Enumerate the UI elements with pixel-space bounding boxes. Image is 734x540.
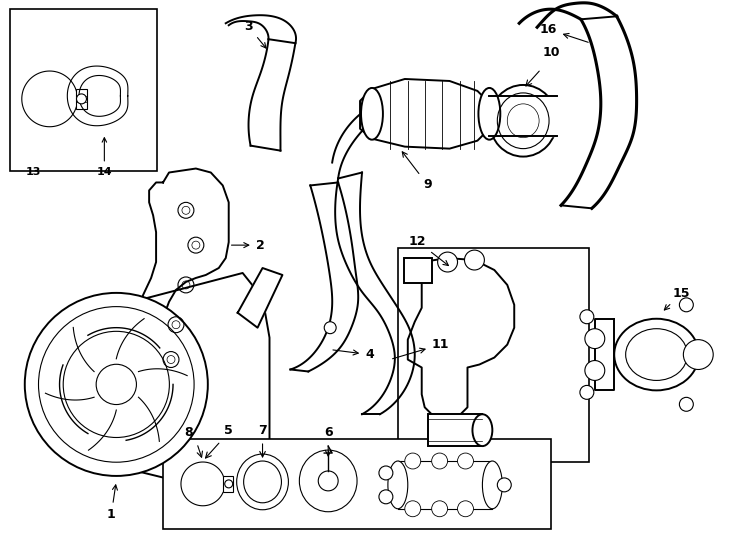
Circle shape <box>585 361 605 380</box>
Circle shape <box>324 322 336 334</box>
Polygon shape <box>291 183 358 372</box>
Polygon shape <box>398 461 493 509</box>
Circle shape <box>405 501 421 517</box>
Ellipse shape <box>482 461 502 509</box>
Bar <box>163 439 551 529</box>
Bar <box>428 414 482 446</box>
Circle shape <box>437 252 457 272</box>
Text: 4: 4 <box>333 348 374 361</box>
Text: 13: 13 <box>26 166 41 177</box>
Circle shape <box>432 453 448 469</box>
Circle shape <box>457 501 473 517</box>
Polygon shape <box>490 96 557 136</box>
Circle shape <box>457 453 473 469</box>
Circle shape <box>585 329 605 349</box>
Ellipse shape <box>479 88 501 140</box>
Polygon shape <box>137 273 269 494</box>
Polygon shape <box>561 16 636 208</box>
Polygon shape <box>595 319 614 390</box>
Text: 7: 7 <box>258 424 267 437</box>
Bar <box>10 9 157 171</box>
Circle shape <box>379 466 393 480</box>
Ellipse shape <box>473 414 493 446</box>
Text: 11: 11 <box>393 338 449 359</box>
Polygon shape <box>226 15 296 43</box>
Text: 10: 10 <box>542 46 560 59</box>
Circle shape <box>680 298 694 312</box>
Bar <box>222 476 233 492</box>
Polygon shape <box>249 39 295 151</box>
Circle shape <box>683 340 713 369</box>
Ellipse shape <box>299 450 357 512</box>
Bar <box>76 89 87 109</box>
Circle shape <box>580 386 594 400</box>
Circle shape <box>432 501 448 517</box>
Polygon shape <box>519 3 617 27</box>
Circle shape <box>76 94 87 104</box>
Text: 2: 2 <box>231 239 264 252</box>
Ellipse shape <box>388 461 408 509</box>
Text: 5: 5 <box>225 424 233 437</box>
Text: 8: 8 <box>184 426 193 439</box>
Bar <box>404 258 432 283</box>
Text: 3: 3 <box>244 20 266 48</box>
Ellipse shape <box>614 319 699 390</box>
Text: 6: 6 <box>324 426 333 439</box>
Text: 16: 16 <box>539 23 588 42</box>
Ellipse shape <box>361 88 383 140</box>
Text: 1: 1 <box>107 485 117 521</box>
Ellipse shape <box>490 85 557 157</box>
Text: 9: 9 <box>402 152 432 192</box>
Text: 12: 12 <box>409 235 448 266</box>
Polygon shape <box>408 258 515 421</box>
Circle shape <box>225 480 233 488</box>
Polygon shape <box>335 172 415 414</box>
Polygon shape <box>238 268 283 328</box>
Circle shape <box>498 478 512 492</box>
Text: 15: 15 <box>664 287 690 310</box>
Polygon shape <box>67 357 133 464</box>
Polygon shape <box>133 168 229 384</box>
Circle shape <box>580 310 594 323</box>
Bar <box>398 248 589 462</box>
Circle shape <box>405 453 421 469</box>
Circle shape <box>379 490 393 504</box>
Polygon shape <box>360 79 490 148</box>
Polygon shape <box>68 66 128 126</box>
Ellipse shape <box>236 454 288 510</box>
Polygon shape <box>333 106 372 179</box>
Circle shape <box>465 250 484 270</box>
Text: 14: 14 <box>97 138 112 177</box>
Circle shape <box>25 293 208 476</box>
Circle shape <box>680 397 694 411</box>
